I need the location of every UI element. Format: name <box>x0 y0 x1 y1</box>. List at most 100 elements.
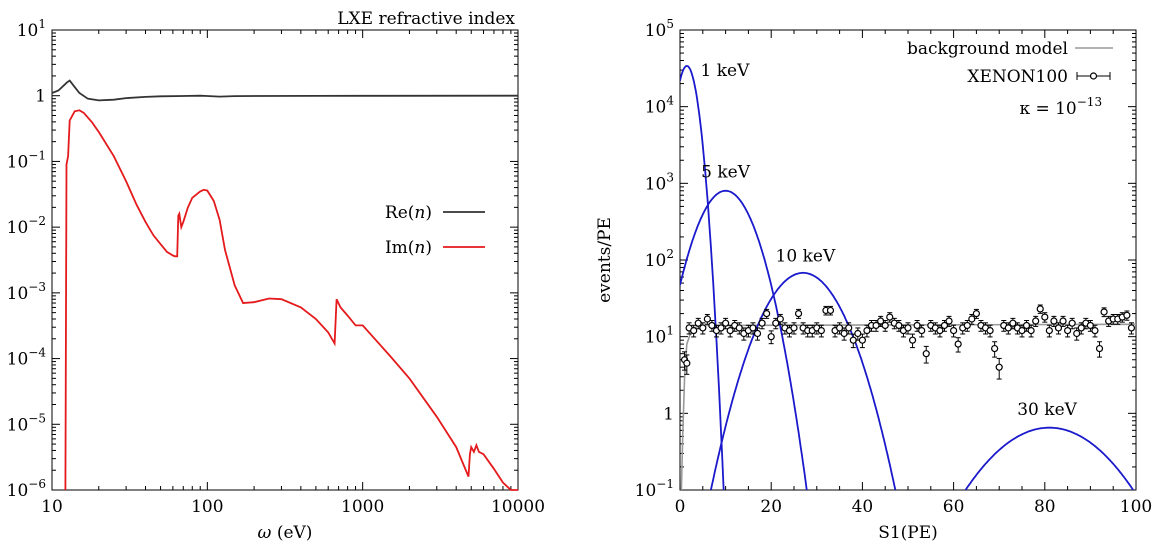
right-y-axis-label: events/PE <box>595 217 615 303</box>
xenon100-point <box>1050 317 1058 325</box>
xenon100-point <box>1127 324 1136 332</box>
xenon100-point <box>721 319 730 327</box>
xenon100-point <box>826 306 835 315</box>
right-y-tick-label: 10−1 <box>635 477 674 501</box>
xenon100-point <box>790 324 798 332</box>
left-y-tick-label: 101 <box>17 17 46 41</box>
xenon100-point <box>986 326 994 335</box>
right-y-tick-label: 101 <box>645 324 674 348</box>
xenon100-point <box>1059 317 1067 325</box>
signal-curve-label: 5 keV <box>701 162 751 182</box>
left-y-tick-label: 10−5 <box>7 411 46 435</box>
xenon100-point <box>1045 326 1053 335</box>
right-x-tick-label: 60 <box>943 497 965 517</box>
xenon100-point <box>699 324 707 332</box>
left-chart: LXE refractive index 10 100 1000 1000010−61… <box>7 9 545 543</box>
right-legend-label: background model <box>907 39 1068 59</box>
left-legend-label: Im(n) <box>385 238 432 258</box>
signal-curve-1-kev <box>680 64 725 490</box>
xenon100-point <box>717 324 725 332</box>
signal-curve-30-kev <box>964 426 1135 490</box>
xenon100-point <box>753 329 762 338</box>
left-y-tick-label: 10−3 <box>7 280 46 304</box>
xenon100-point <box>763 309 771 318</box>
left-series-line <box>64 109 518 491</box>
signal-curve-5-kev <box>680 189 808 490</box>
xenon100-point <box>858 336 867 344</box>
xenon100-point <box>1027 326 1035 335</box>
xenon100-point <box>995 363 1003 371</box>
xenon100-point <box>703 315 711 323</box>
left-y-tick-label: 10−2 <box>7 214 46 238</box>
signal-curve-label: 1 keV <box>701 61 751 81</box>
xenon100-point <box>881 321 889 330</box>
left-x-tick-label: 1000 <box>341 497 384 517</box>
left-legend: Re(n) Im(n) <box>385 203 485 258</box>
right-x-tick-label: 0 <box>675 497 686 517</box>
right-x-axis-label: S1(PE) <box>878 523 938 543</box>
xenon100-point <box>794 309 803 318</box>
right-axis-ticks: 0 20 40 60 80 100 10−1 1 101 102 103 104 105 <box>635 17 1153 517</box>
xenon100-point <box>1123 311 1131 319</box>
right-x-tick-label: 40 <box>852 497 874 517</box>
xenon100-point <box>872 321 880 330</box>
xenon100-point <box>863 326 871 335</box>
xenon100-point <box>776 315 784 323</box>
signal-curve-label: 30 keV <box>1017 400 1077 420</box>
xenon100-point <box>1018 326 1026 335</box>
xenon100-point <box>908 336 917 344</box>
xenon100-point <box>690 326 698 335</box>
xenon100-point <box>904 324 912 332</box>
xenon100-point <box>1095 344 1104 353</box>
right-y-tick-label: 104 <box>645 94 675 118</box>
xenon100-point <box>1100 308 1108 316</box>
signal-curve-label: 10 keV <box>776 247 836 267</box>
xenon100-point <box>877 317 885 325</box>
left-axis-ticks: 10 100 1000 10000 10−6 10−5 10−4 10−3 10−2 10−1 1 1… <box>7 17 545 517</box>
right-chart: 0 20 40 60 80 100 10−1 1 101 102 103 104 105 1 keV 5 … <box>595 17 1152 543</box>
left-series-lines <box>51 79 519 491</box>
right-x-tick-label: 20 <box>760 497 782 517</box>
left-y-tick-label: 10−1 <box>7 148 46 172</box>
xenon100-point <box>886 313 894 321</box>
left-plot-frame <box>51 29 519 491</box>
right-y-tick-label: 103 <box>645 170 674 194</box>
left-x-axis-label: ω (eV) <box>258 523 313 543</box>
xenon100-point <box>758 319 766 327</box>
right-y-tick-label: 1 <box>663 404 674 424</box>
right-x-tick-label: 100 <box>1120 497 1152 517</box>
left-series-line <box>51 79 519 102</box>
right-legend: background model XENON100 <box>907 39 1113 87</box>
xenon100-point <box>817 326 825 335</box>
xenon100-point <box>936 326 944 335</box>
left-y-tick-label: 1 <box>35 87 46 107</box>
xenon100-point <box>922 350 930 358</box>
xenon100-point <box>767 333 775 341</box>
xenon100-point <box>1036 305 1044 313</box>
xenon100-point <box>845 324 853 332</box>
xenon100-point <box>972 309 981 318</box>
kappa-annotation: κ = 10−13 <box>1019 95 1102 119</box>
xenon100-point <box>1091 326 1099 335</box>
xenon100-point <box>1068 319 1076 327</box>
right-legend-swatch-marker <box>1089 72 1098 80</box>
right-series-lines: 1 keV 5 keV 10 keV 30 keV κ = 10−13 <box>680 61 1136 490</box>
right-y-tick-label: 105 <box>645 17 674 41</box>
xenon100-point <box>854 329 862 338</box>
xenon100-point <box>963 321 971 330</box>
xenon100-point <box>683 359 691 367</box>
xenon100-point <box>940 321 949 330</box>
right-y-tick-label: 102 <box>645 247 674 271</box>
left-x-tick-label: 10 <box>41 497 63 517</box>
xenon100-point <box>954 340 962 348</box>
xenon100-point <box>945 317 953 325</box>
xenon100-point <box>1041 313 1049 321</box>
xenon100-point <box>1032 317 1040 325</box>
xenon100-point <box>1004 324 1012 332</box>
xenon100-point <box>1054 324 1063 332</box>
xenon100-point <box>1063 326 1072 335</box>
left-y-tick-label: 10−4 <box>7 346 47 370</box>
left-x-tick-label: 10000 <box>491 497 545 517</box>
left-legend-label: Re(n) <box>385 203 432 223</box>
